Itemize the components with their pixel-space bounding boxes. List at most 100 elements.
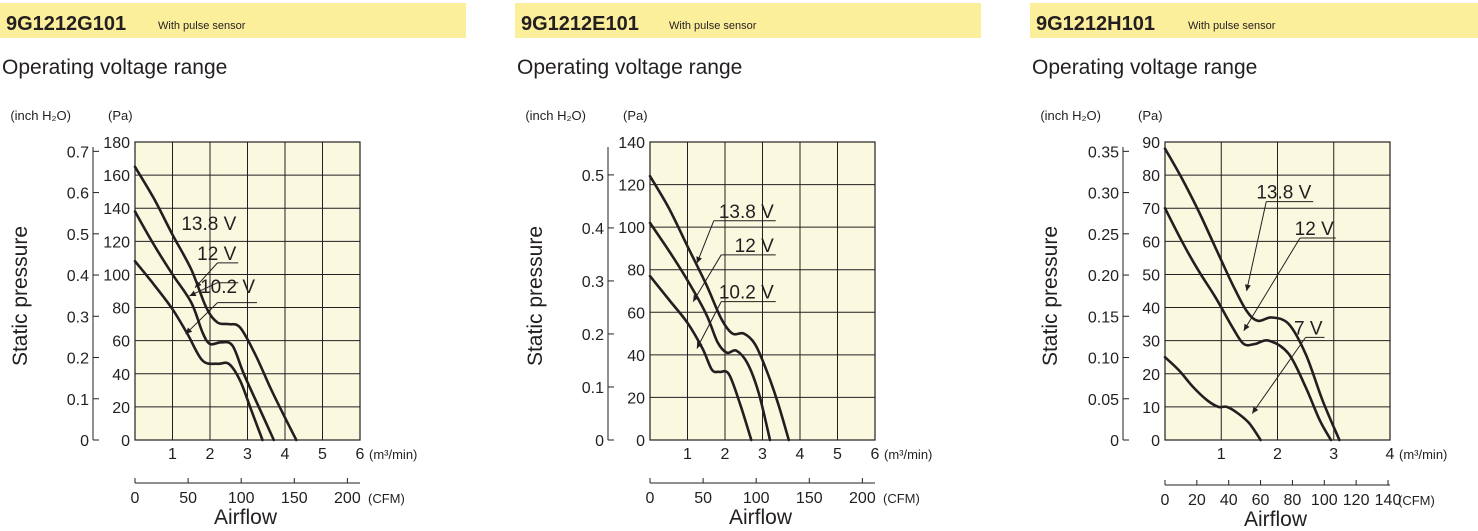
x-tick-label: 4 [1386,446,1395,463]
y-tick-label: 40 [112,367,130,384]
y2-tick-label: 0.3 [582,274,604,291]
y-axis-title: Static pressure [1039,226,1062,366]
x-tick-label: 5 [833,446,842,463]
y2-tick-label: 0.4 [67,268,89,285]
model-name: 9G1212E101 [521,13,639,35]
y-tick-label: 50 [1142,267,1160,284]
y2-tick-label: 0.30 [1088,186,1119,203]
y-tick-label: 60 [1142,234,1160,251]
x2-tick-label: 150 [281,490,308,507]
y-unit-label: (Pa) [1138,108,1163,123]
y-tick-label: 60 [112,334,130,351]
x-axis-title: Airflow [1244,508,1308,531]
y-tick-label: 90 [1142,135,1160,152]
x2-tick-label: 0 [131,490,140,507]
x-tick-label: 3 [243,446,252,463]
y2-tick-label: 0.6 [67,186,89,203]
y-axis-title: Static pressure [9,226,32,366]
x2-tick-label: 200 [849,490,876,507]
x-tick-label: 1 [1217,446,1226,463]
section-title: Operating voltage range [1032,56,1258,79]
y2-unit-label: (inch H₂O) [525,108,586,123]
x-tick-label: 5 [318,446,327,463]
y-tick-label: 70 [1142,201,1160,218]
y2-tick-label: 0.2 [582,327,604,344]
y-tick-label: 180 [103,135,130,152]
x-unit-label: (m³/min) [369,447,417,462]
y2-tick-label: 0.5 [582,168,604,185]
model-subtitle: With pulse sensor [1188,20,1276,32]
x2-tick-label: 40 [1220,492,1238,509]
y-tick-label: 0 [1151,433,1160,450]
y2-tick-label: 0.15 [1088,309,1119,326]
y-tick-label: 20 [1142,367,1160,384]
y2-tick-label: 0.2 [67,351,89,368]
series-line [133,259,264,442]
label-leader-line [185,302,218,335]
x-tick-label: 2 [1273,446,1282,463]
x2-tick-label: 20 [1188,492,1206,509]
label-leader-line [696,220,715,264]
pq-chart: 02040608010012014016018000.10.20.30.40.5… [9,108,417,529]
x2-tick-label: 100 [1311,492,1338,509]
y-tick-label: 30 [1142,334,1160,351]
series-label: 10.2 V [200,277,255,298]
series-label: 13.8 V [719,202,774,223]
x-tick-label: 3 [758,446,767,463]
y-tick-label: 40 [627,348,645,365]
model-subtitle: With pulse sensor [158,20,246,32]
y-tick-label: 0 [636,433,645,450]
model-header: 9G1212G101 With pulse sensor [0,3,466,38]
label-leader-line [692,254,722,302]
y2-tick-label: 0.25 [1088,227,1119,244]
x-tick-label: 2 [206,446,215,463]
x-tick-label: 1 [168,446,177,463]
series-label: 7 V [1294,318,1323,339]
x2-tick-label: 80 [1284,492,1302,509]
label-leader-line [1246,201,1267,292]
series-label: 13.8 V [181,214,236,235]
y-tick-label: 80 [112,301,130,318]
y-tick-label: 80 [627,263,645,280]
label-arrowhead [693,294,699,302]
y2-unit-label: (inch H₂O) [10,108,71,123]
x2-unit-label: (CFM) [883,491,920,506]
x-tick-label: 4 [796,446,805,463]
x-unit-label: (m³/min) [884,447,932,462]
pq-chart: 02040608010012014000.10.20.30.40.5(Pa)(i… [524,108,932,529]
x-unit-label: (m³/min) [1399,447,1447,462]
pq-chart: 010203040506070809000.050.100.150.200.25… [1039,108,1447,531]
x-axis-title: Airflow [214,506,278,529]
x2-tick-label: 100 [743,490,770,507]
x2-tick-label: 0 [1161,492,1170,509]
y-tick-label: 80 [1142,168,1160,185]
y-axis-title: Static pressure [524,226,547,366]
x-tick-label: 1 [683,446,692,463]
x-tick-label: 2 [721,446,730,463]
x2-tick-label: 60 [1252,492,1270,509]
series-line [133,210,276,442]
y-unit-label: (Pa) [108,108,133,123]
x-tick-label: 3 [1329,446,1338,463]
x2-unit-label: (CFM) [368,491,405,506]
y-tick-label: 140 [618,135,645,152]
y2-tick-label: 0 [80,433,89,450]
y2-tick-label: 0.35 [1088,144,1119,161]
y-tick-label: 120 [618,178,645,195]
y-tick-label: 160 [103,168,130,185]
fan-panel-1: 9G1212G101 With pulse sensor Operating v… [0,0,470,531]
series-label: 12 V [1295,219,1334,240]
label-leader-line [1243,237,1301,331]
model-subtitle: With pulse sensor [669,20,757,32]
y-tick-label: 60 [627,305,645,322]
fan-panel-3: 9G1212H101 With pulse sensor Operating v… [1030,0,1478,531]
y-tick-label: 140 [103,201,130,218]
series-label: 12 V [197,244,236,265]
series-line [648,221,772,442]
x2-tick-label: 120 [1343,492,1370,509]
y2-tick-label: 0.1 [67,392,89,409]
y-tick-label: 120 [103,234,130,251]
label-arrowhead [189,290,197,296]
model-name: 9G1212G101 [6,13,127,35]
label-arrowhead [1245,284,1251,291]
